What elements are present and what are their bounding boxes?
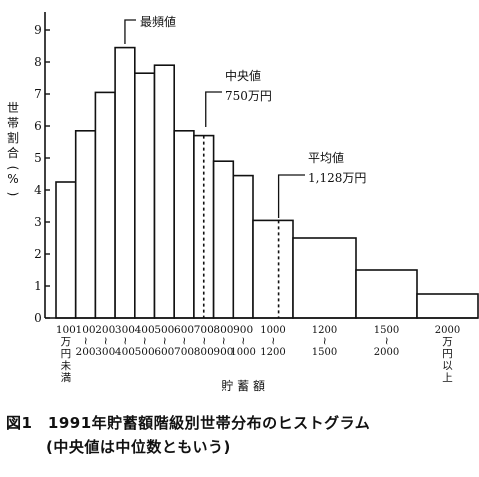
histogram-bar <box>252 219 294 319</box>
histogram-bar <box>416 293 479 319</box>
x-tick-label: ~ <box>217 336 230 345</box>
histogram-bar <box>355 269 418 319</box>
x-tick-label: 1200 <box>312 325 337 336</box>
x-tick-label: 100 <box>56 324 76 336</box>
x-tick-label: 円 <box>442 348 453 360</box>
x-tick-label: 2000 <box>374 347 399 358</box>
median-label: 中央値 <box>225 68 261 83</box>
y-axis-title-char: 帯 <box>7 116 19 130</box>
mean-label: 平均値 <box>308 150 344 165</box>
x-tick-label: 800 <box>213 324 233 336</box>
x-tick-label: 600 <box>154 346 174 358</box>
y-tick-label: 7 <box>34 87 42 101</box>
y-tick-label: 8 <box>34 55 42 69</box>
x-tick-label: 円 <box>61 348 72 360</box>
y-tick-label: 9 <box>34 23 42 37</box>
histogram-bar <box>134 72 156 319</box>
x-tick-label: ~ <box>139 336 152 345</box>
x-tick-label: 1500 <box>312 347 337 358</box>
x-tick-label: 万 <box>61 336 72 348</box>
histogram-bar <box>74 130 97 319</box>
y-axis-title-char: % <box>7 172 18 186</box>
x-tick-label: 2000 <box>435 325 460 336</box>
x-tick-label: 1500 <box>374 325 399 336</box>
x-tick-label: 以 <box>442 360 453 372</box>
histogram-chart: 0123456789世帯割合(%)100万円未満100~200200~30030… <box>6 12 479 393</box>
x-tick-label: 400 <box>135 324 155 336</box>
median-value-label: 750万円 <box>225 89 272 103</box>
x-tick-label: 1200 <box>260 347 285 358</box>
y-tick-label: 3 <box>34 215 42 229</box>
figure-caption: 図1 1991年貯蓄額階級別世帯分布のヒストグラム <box>6 414 371 432</box>
x-tick-label: 1000 <box>230 347 255 358</box>
x-tick-label: 900 <box>213 346 233 358</box>
mean-pointer-line <box>277 174 305 218</box>
figure-caption-note: (中央値は中位数ともいう) <box>46 438 231 456</box>
x-tick-label: 900 <box>233 324 253 336</box>
mode-pointer-line <box>124 19 136 44</box>
x-tick-label: 100 <box>76 324 96 336</box>
mode-label: 最頻値 <box>140 14 176 29</box>
histogram-bar <box>292 237 357 319</box>
x-tick-label: ~ <box>80 336 93 345</box>
x-tick-label: 200 <box>76 346 96 358</box>
x-tick-label: 300 <box>115 324 135 336</box>
x-tick-label: 1000 <box>260 325 285 336</box>
y-axis-title-char: 合 <box>7 145 19 160</box>
x-tick-label: 600 <box>174 324 194 336</box>
x-tick-label: 500 <box>154 324 174 336</box>
x-tick-label: ~ <box>178 336 191 345</box>
x-tick-label: ~ <box>237 336 250 345</box>
x-tick-label: 200 <box>95 324 115 336</box>
histogram-bar <box>153 64 176 319</box>
x-tick-label: ~ <box>99 336 112 345</box>
x-tick-label: ~ <box>158 336 171 345</box>
x-tick-label: 満 <box>61 372 72 384</box>
x-tick-label: 500 <box>135 346 155 358</box>
x-tick-label: 万 <box>442 336 453 348</box>
x-tick-label: 800 <box>194 346 214 358</box>
x-tick-label: 700 <box>174 346 194 358</box>
y-tick-label: 6 <box>34 119 42 133</box>
y-tick-label: 0 <box>34 311 42 325</box>
histogram-bar <box>173 130 195 319</box>
y-axis-title-char: 割 <box>7 130 19 145</box>
x-tick-label: 未 <box>61 360 72 372</box>
x-tick-label: ~ <box>267 336 280 345</box>
histogram-bar <box>232 174 254 319</box>
y-tick-label: 4 <box>34 183 42 197</box>
x-tick-label: ~ <box>381 336 394 345</box>
histogram-bar <box>114 46 136 319</box>
x-axis-title: 貯 蓄 額 <box>221 379 265 393</box>
x-tick-label: 400 <box>115 346 135 358</box>
x-tick-label: ~ <box>198 336 211 345</box>
x-tick-label: ~ <box>119 336 132 345</box>
x-tick-label: ~ <box>319 336 332 345</box>
y-axis-title-char: ) <box>6 192 20 197</box>
y-tick-label: 2 <box>34 247 42 261</box>
histogram-bar <box>94 91 116 319</box>
y-axis-title-char: 世 <box>7 101 19 115</box>
median-pointer-line <box>205 91 222 127</box>
y-tick-label: 1 <box>34 279 42 293</box>
mean-value-label: 1,128万円 <box>308 171 366 185</box>
x-tick-label: 上 <box>442 372 453 384</box>
x-tick-label: 300 <box>95 346 115 358</box>
x-tick-label: 700 <box>194 324 214 336</box>
histogram-bar <box>212 160 235 319</box>
histogram-bar <box>55 181 77 319</box>
y-tick-label: 5 <box>34 151 42 165</box>
y-axis-title-char: ( <box>6 166 20 171</box>
